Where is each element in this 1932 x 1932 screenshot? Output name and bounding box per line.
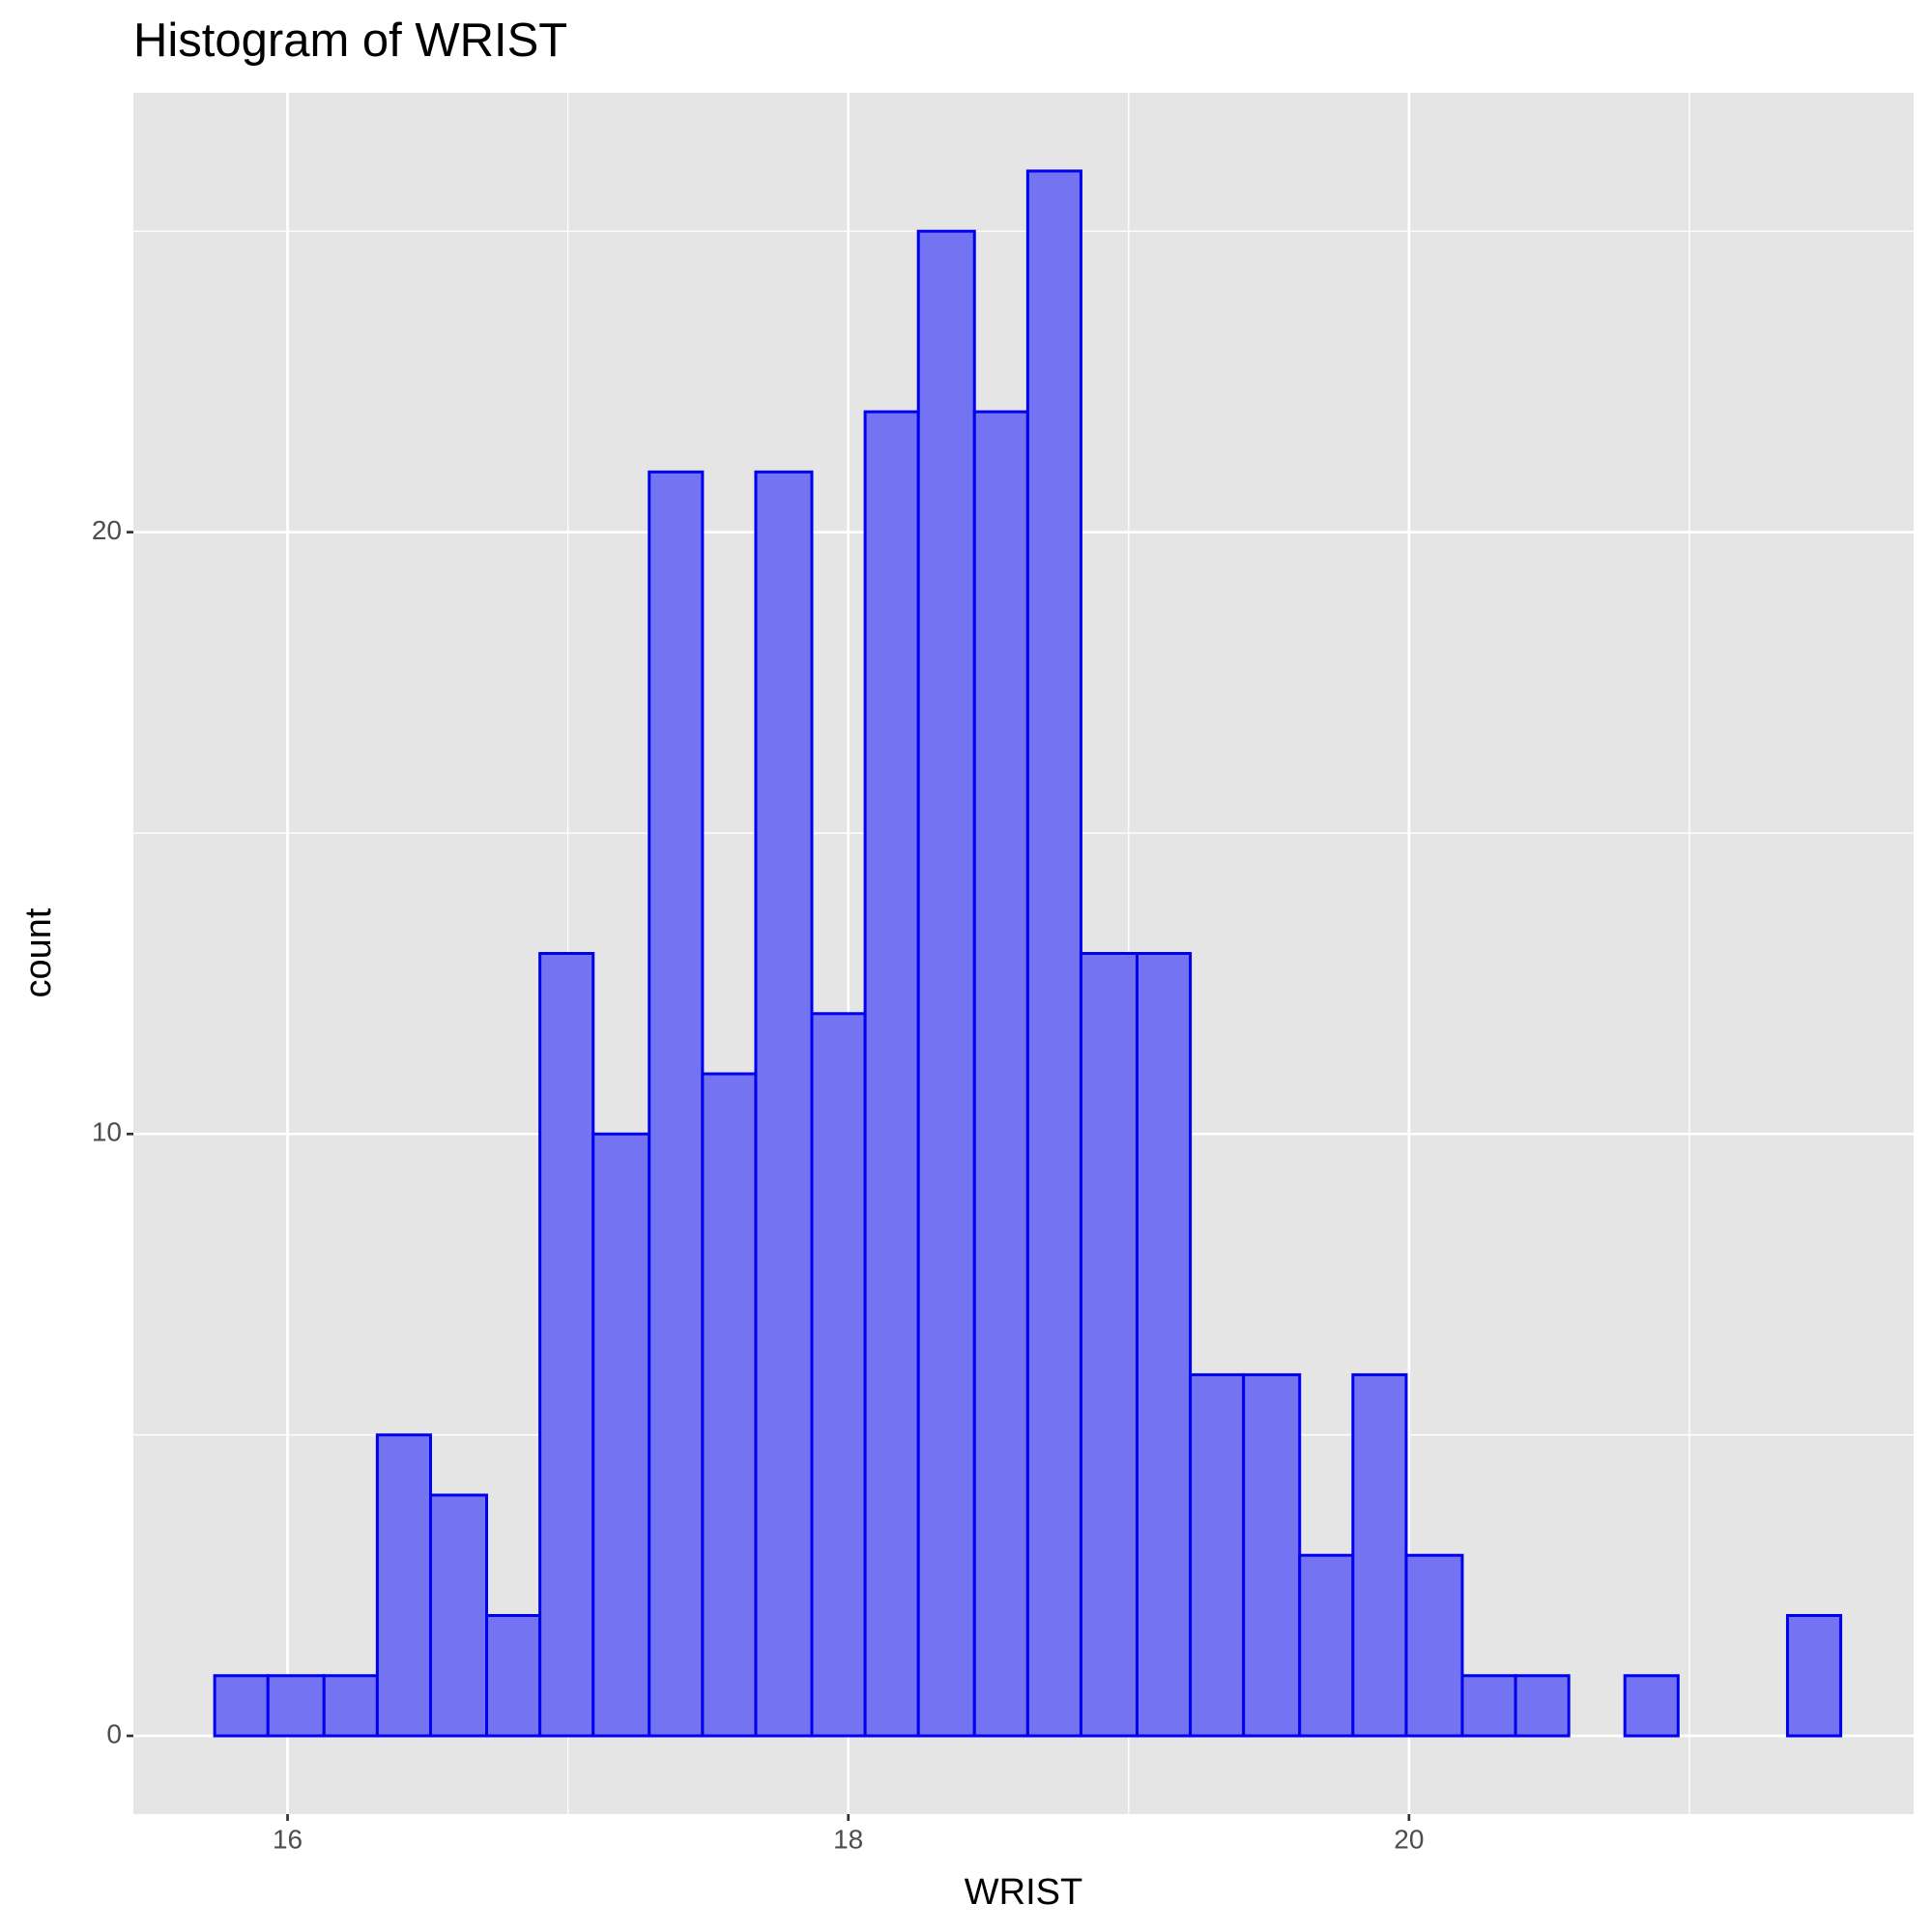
bar xyxy=(1404,1553,1464,1738)
bar xyxy=(754,470,814,1738)
bar xyxy=(213,1674,270,1738)
bar xyxy=(428,1493,488,1738)
y-tick-label: 10 xyxy=(92,1117,122,1147)
x-axis-label: WRIST xyxy=(965,1872,1082,1913)
bar xyxy=(1135,952,1193,1738)
bar xyxy=(1025,169,1082,1738)
bar xyxy=(1242,1372,1302,1738)
bar xyxy=(1514,1674,1571,1738)
bar xyxy=(1785,1614,1843,1738)
bar xyxy=(1623,1674,1680,1738)
bar xyxy=(863,410,920,1738)
bar xyxy=(972,410,1029,1738)
y-axis-label: count xyxy=(18,908,59,997)
bar xyxy=(484,1614,542,1738)
bar xyxy=(375,1433,432,1738)
x-tick-label: 18 xyxy=(833,1824,863,1854)
bar xyxy=(1189,1372,1246,1738)
bar xyxy=(1079,952,1139,1738)
bar xyxy=(538,952,595,1738)
x-tick-label: 20 xyxy=(1394,1824,1424,1854)
bar xyxy=(1351,1372,1408,1738)
bar xyxy=(810,1012,867,1738)
bar xyxy=(322,1674,379,1738)
x-tick-label: 16 xyxy=(273,1824,303,1854)
y-tick-label: 0 xyxy=(106,1718,122,1748)
chart-title: Histogram of WRIST xyxy=(133,14,567,67)
bar xyxy=(1298,1553,1355,1738)
bar xyxy=(648,470,705,1738)
bar xyxy=(701,1072,758,1738)
bar xyxy=(1460,1674,1517,1738)
bar xyxy=(266,1674,326,1738)
bar xyxy=(916,229,976,1738)
bar xyxy=(591,1132,651,1738)
y-tick-label: 20 xyxy=(92,515,122,545)
